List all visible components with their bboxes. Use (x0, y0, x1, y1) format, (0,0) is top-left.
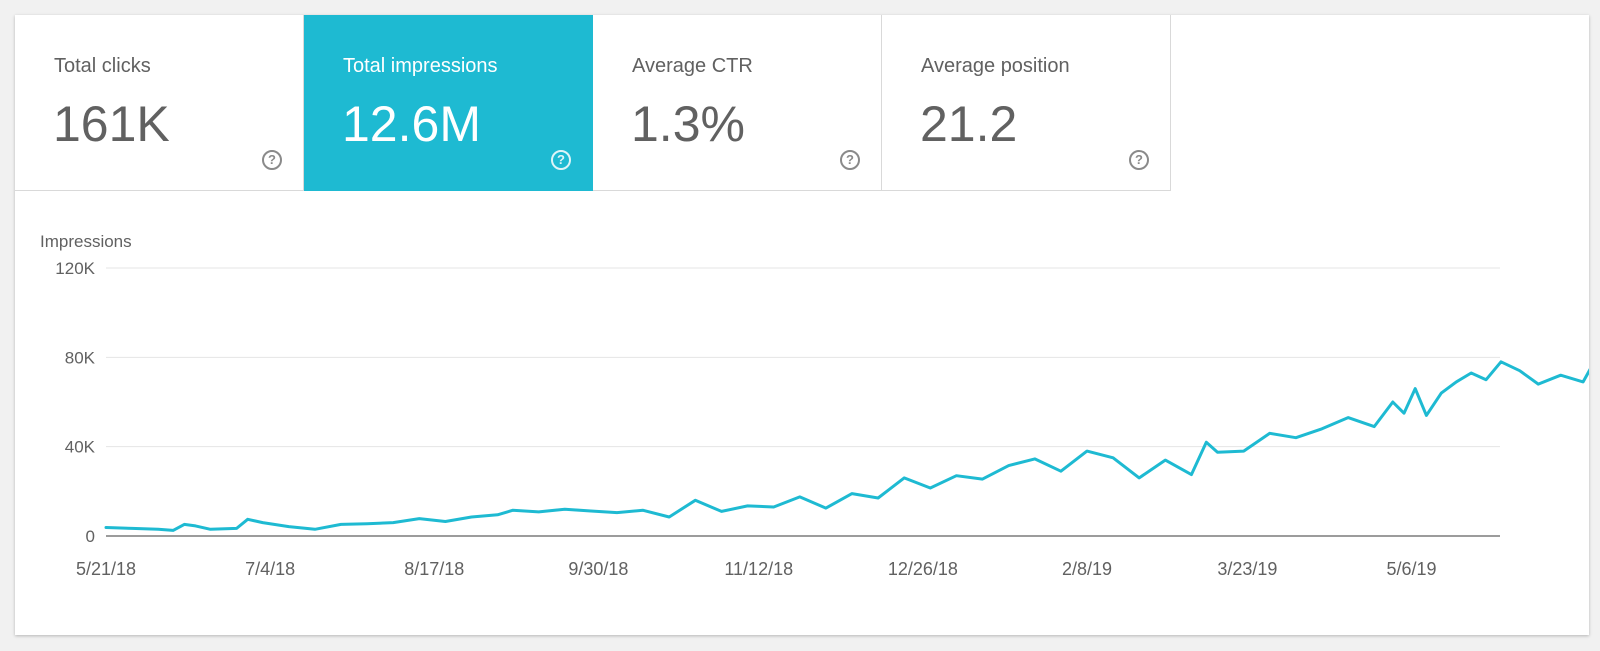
help-icon[interactable]: ? (262, 150, 282, 170)
metric-total-clicks[interactable]: Total clicks 161K ? (15, 15, 304, 191)
help-icon[interactable]: ? (840, 150, 860, 170)
y-axis-title: Impressions (40, 232, 132, 251)
y-tick-label: 0 (86, 527, 95, 546)
impressions-chart[interactable]: Impressions 0 40K 80K 120K 5/21/18 7/4/18 8/17/… (15, 15, 1589, 635)
help-icon[interactable]: ? (551, 150, 571, 170)
y-tick-label: 40K (65, 438, 96, 457)
x-tick-label: 8/17/18 (404, 559, 464, 579)
help-icon[interactable]: ? (1129, 150, 1149, 170)
metric-average-position[interactable]: Average position 21.2 ? (882, 15, 1171, 191)
metric-label: Total impressions (343, 55, 498, 77)
y-tick-label: 120K (55, 259, 95, 278)
metric-tiles: Total clicks 161K ? Total impressions 12… (15, 15, 1171, 191)
metric-value: 1.3% (631, 96, 745, 152)
metric-value: 161K (53, 96, 170, 152)
x-tick-label: 11/12/18 (724, 559, 793, 579)
performance-card: Total clicks 161K ? Total impressions 12… (15, 15, 1589, 635)
metric-value: 12.6M (342, 96, 481, 152)
metric-label: Total clicks (54, 55, 151, 77)
metric-label: Average CTR (632, 55, 753, 77)
metric-value: 21.2 (920, 96, 1018, 152)
x-tick-label: 9/30/18 (568, 559, 628, 579)
x-tick-label: 2/8/19 (1062, 559, 1112, 579)
x-tick-label: 3/23/19 (1217, 559, 1277, 579)
metric-average-ctr[interactable]: Average CTR 1.3% ? (593, 15, 882, 191)
metric-total-impressions[interactable]: Total impressions 12.6M ? (304, 15, 593, 191)
x-tick-label: 7/4/18 (245, 559, 295, 579)
impressions-line (104, 360, 1589, 532)
x-tick-label: 12/26/18 (888, 559, 958, 579)
x-tick-label: 5/21/18 (76, 559, 136, 579)
x-tick-label: 5/6/19 (1386, 559, 1436, 579)
y-tick-label: 80K (65, 348, 96, 367)
metric-label: Average position (921, 55, 1070, 77)
